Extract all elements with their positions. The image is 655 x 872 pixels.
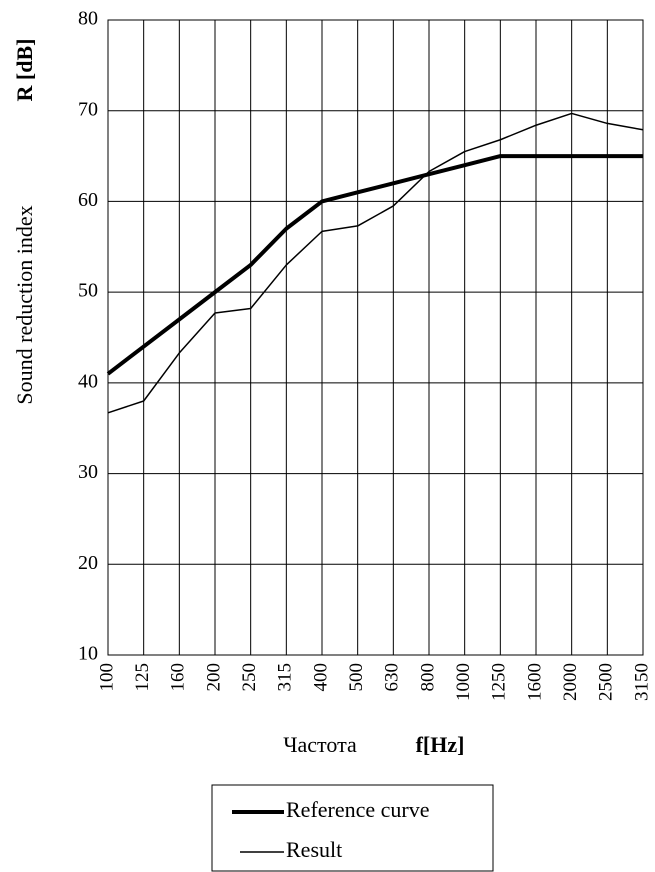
x-tick-label: 160 [168,663,189,692]
x-tick-label: 1000 [453,663,474,701]
x-tick-label: 1600 [524,663,545,701]
y-tick-label: 40 [78,370,98,392]
series-line [106,154,643,376]
plot-frame [107,19,644,656]
y-tick-label: 20 [78,552,98,574]
x-tick-label: 500 [346,663,367,692]
x-axis-title: Частота [283,732,357,757]
y-axis-title: Sound reduction index [12,205,37,404]
x-tick-label: 2500 [596,663,617,701]
x-tick-label: 125 [132,663,153,692]
x-tick-label: 1250 [489,663,510,701]
legend-label: Result [286,837,342,862]
x-tick-label: 100 [96,663,117,692]
legend-label: Reference curve [286,797,430,822]
y-tick-label: 10 [78,643,98,665]
series-line [107,112,644,414]
x-tick-label: 400 [310,663,331,692]
x-tick-label: 315 [275,663,296,692]
y-tick-label: 80 [78,8,98,30]
y-tick-label: 50 [78,280,98,302]
legend-box [211,784,494,872]
x-axis-unit: f[Hz] [416,732,465,757]
x-tick-label: 800 [417,663,438,692]
x-tick-label: 3150 [631,663,652,701]
y-tick-label: 60 [78,189,98,211]
y-tick-label: 70 [78,98,98,120]
x-tick-label: 2000 [560,663,581,701]
y-tick-label: 30 [78,461,98,483]
x-tick-label: 200 [203,663,224,692]
x-tick-label: 250 [239,663,260,692]
x-tick-label: 630 [382,663,403,692]
y-axis-unit: R [dB] [12,39,37,102]
